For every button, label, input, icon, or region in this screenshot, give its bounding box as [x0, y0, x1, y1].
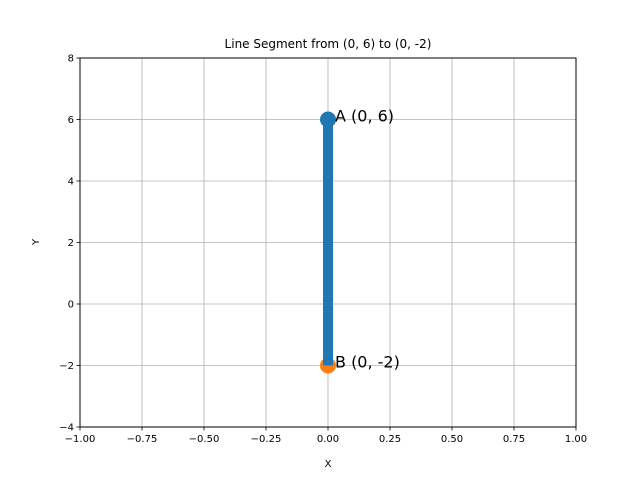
point-label-a: A (0, 6) — [335, 107, 394, 126]
x-tick-label: −1.00 — [65, 434, 96, 445]
x-tick-label: 0.00 — [317, 434, 339, 445]
x-tick-label: 0.50 — [441, 434, 463, 445]
y-tick-label: 4 — [68, 177, 74, 188]
y-tick-label: 6 — [68, 115, 74, 126]
chart-title: Line Segment from (0, 6) to (0, -2) — [225, 37, 432, 51]
x-tick-label: −0.75 — [127, 434, 158, 445]
y-tick-label: 2 — [68, 238, 74, 249]
y-tick-label: 0 — [68, 300, 74, 311]
x-axis-label: X — [325, 459, 332, 470]
x-tick-label: 0.25 — [379, 434, 401, 445]
x-tick-label: −0.25 — [251, 434, 282, 445]
x-tick-label: 0.75 — [503, 434, 525, 445]
plot-data: A (0, 6) B (0, -2) — [320, 107, 400, 374]
y-tick-label: 8 — [68, 54, 74, 65]
point-label-b: B (0, -2) — [335, 353, 400, 372]
x-tick-label: −0.50 — [189, 434, 220, 445]
x-tick-label: 1.00 — [565, 434, 587, 445]
y-axis-label: Y — [31, 238, 42, 246]
ticks: −1.00 −0.75 −0.50 −0.25 0.00 0.25 0.50 0.75 1.00… — [59, 54, 587, 446]
y-tick-label: −2 — [59, 361, 74, 372]
y-tick-label: −4 — [59, 423, 74, 434]
